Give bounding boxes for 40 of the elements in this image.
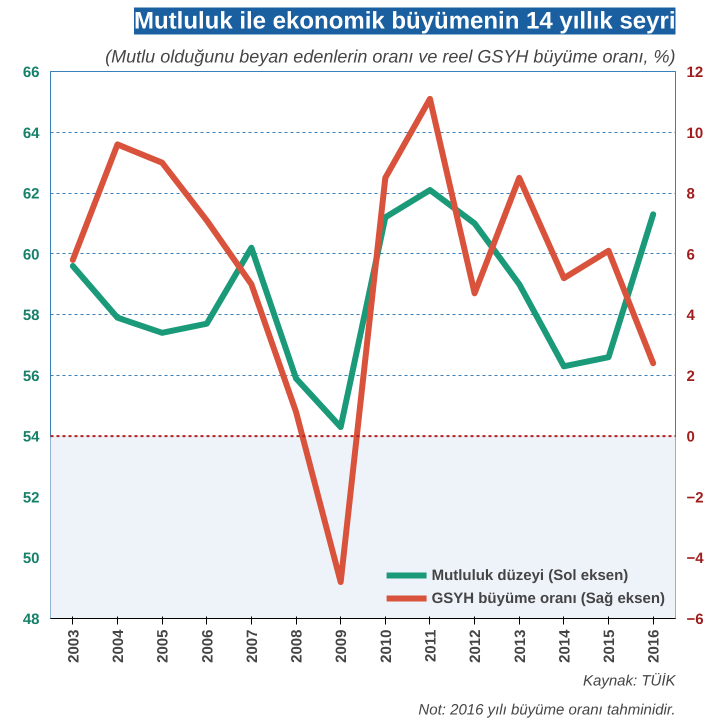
x-tick-label: 2009: [333, 629, 350, 663]
x-tick-label: 2010: [378, 629, 395, 663]
x-tick-label: 2015: [601, 629, 618, 663]
y-tick-label: 52: [22, 489, 40, 506]
y-tick-label: 54: [22, 428, 40, 446]
text: Not: 2016 yılı büyüme oranı tahminidir.: [418, 702, 676, 718]
x-tick-label: 2008: [288, 629, 306, 663]
x-tick-label: 2013: [512, 629, 529, 663]
y2-tick-label: 12: [686, 64, 704, 81]
y-tick-label: 62: [22, 186, 40, 203]
y2-tick-label: 6: [686, 246, 695, 264]
text: Kaynak: TÜİK: [582, 672, 676, 690]
y2-tick-label: 8: [686, 186, 695, 203]
x-tick-label: 2006: [199, 629, 216, 663]
y-tick-label: 56: [22, 368, 40, 385]
y2-tick-label: 4: [686, 307, 696, 324]
y-tick-label: 60: [22, 246, 40, 264]
y2-tick-label: −2: [686, 489, 704, 506]
y2-tick-label: −4: [686, 550, 704, 568]
legend-label: Mutluluk düzeyi (Sol eksen): [432, 566, 628, 584]
y2-tick-label: 0: [686, 428, 695, 446]
x-tick-label: 2007: [244, 629, 261, 663]
x-tick-label: 2014: [556, 628, 574, 663]
x-tick-label: 2005: [154, 629, 172, 663]
legend-label: GSYH büyüme oranı (Sağ eksen): [432, 590, 665, 606]
x-tick-label: 2004: [110, 628, 127, 663]
y2-tick-label: 10: [686, 124, 704, 142]
chart-subtitle: (Mutlu olduğunu beyan edenlerin oranı ve reel GSYH büyüme oranı, %): [105, 46, 676, 66]
y-tick-label: 66: [22, 64, 40, 81]
y-tick-label: 48: [22, 611, 40, 628]
y2-tick-label: 2: [686, 368, 695, 385]
y-tick-label: 50: [22, 550, 40, 568]
y2-tick-label: −6: [686, 611, 704, 628]
x-tick-label: 2016: [646, 629, 663, 663]
x-tick-label: 2011: [422, 629, 440, 662]
x-tick-label: 2003: [65, 629, 82, 663]
y-tick-label: 64: [22, 124, 40, 142]
chart-title: Mutluluk ile ekonomik büyümenin 14 yıllık seyri: [134, 8, 676, 34]
x-tick-label: 2012: [467, 629, 484, 663]
y-tick-label: 58: [22, 307, 40, 324]
